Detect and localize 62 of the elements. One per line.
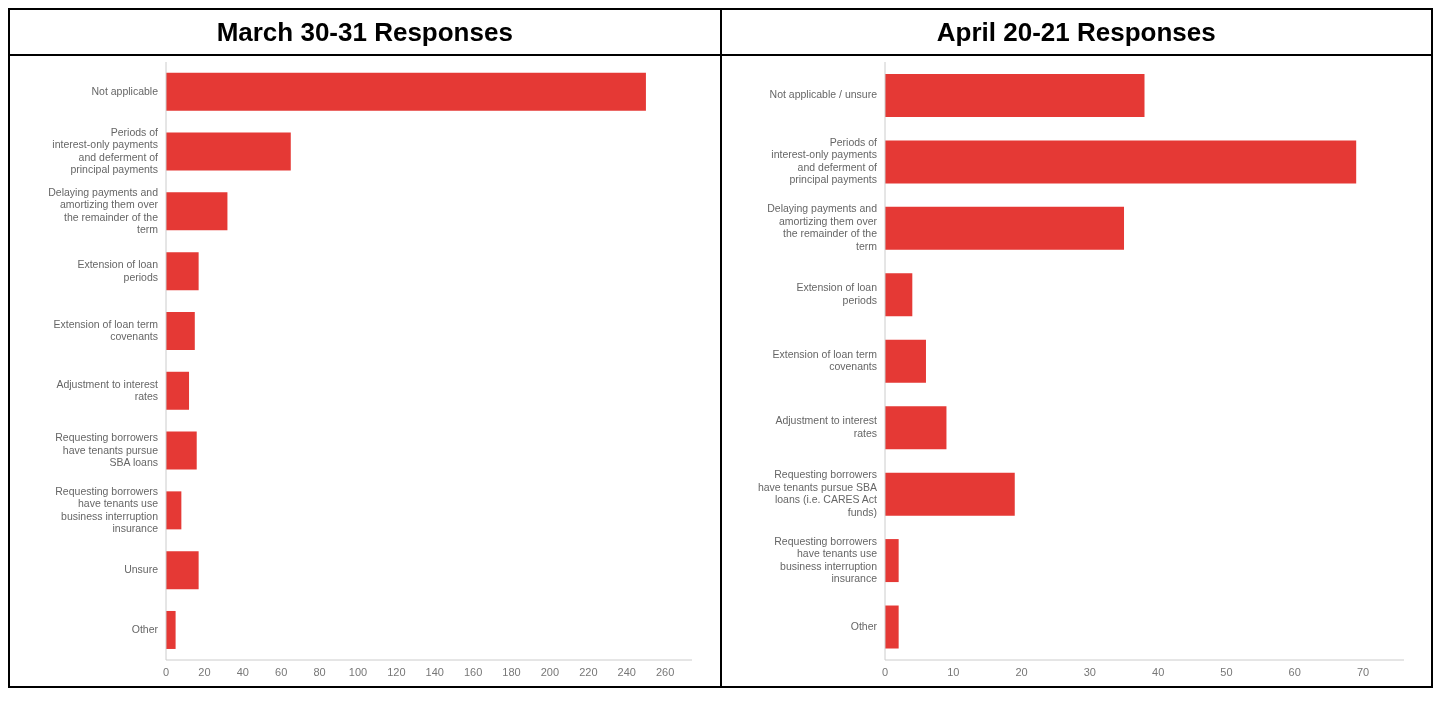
bar <box>166 610 176 649</box>
y-tick-label: Not applicable <box>91 84 159 97</box>
x-tick-label: 60 <box>275 665 288 678</box>
bar <box>884 206 1124 250</box>
bar <box>884 472 1015 516</box>
x-tick-label: 240 <box>617 665 636 678</box>
bar <box>884 73 1144 117</box>
bar <box>166 371 190 410</box>
bar <box>884 273 912 317</box>
y-tick-label: Extension of loan term covenants <box>53 317 159 343</box>
x-tick-label: 260 <box>655 665 675 678</box>
y-tick-label: Other <box>850 619 877 632</box>
y-tick-label: Requesting borrowers have tenants use business interruption insurance <box>773 534 877 584</box>
x-tick-label: 80 <box>313 665 326 678</box>
bar <box>166 72 646 111</box>
y-tick-label: Extension of loan periods <box>795 281 877 306</box>
y-tick-label: Delaying payments and amortizing them over the remainder of the term <box>48 185 159 236</box>
bar <box>166 551 199 590</box>
y-tick-label: Adjustment to interest rates <box>56 377 159 402</box>
bar <box>884 140 1356 184</box>
y-tick-label: Extension of loan term covenants <box>772 347 877 373</box>
y-tick-label: Unsure <box>124 563 159 576</box>
y-tick-label: Requesting borrowers have tenants pursue SBA loans <box>55 430 159 468</box>
x-tick-label: 60 <box>1288 665 1301 678</box>
x-tick-label: 0 <box>162 665 170 678</box>
chart-title: March 30-31 Responses <box>10 10 720 56</box>
x-tick-label: 140 <box>425 665 444 678</box>
x-tick-label: 200 <box>540 665 560 678</box>
x-tick-label: 40 <box>236 665 249 678</box>
bar <box>884 605 899 649</box>
x-tick-label: 10 <box>946 665 959 678</box>
y-tick-label: Requesting borrowers have tenants pursue SBA loans (i.e. CARES Act funds) <box>757 467 877 518</box>
bar <box>166 132 291 171</box>
x-tick-label: 180 <box>502 665 521 678</box>
x-tick-label: 30 <box>1083 665 1096 678</box>
x-tick-label: 20 <box>198 665 211 678</box>
x-tick-label: 220 <box>579 665 598 678</box>
x-tick-label: 0 <box>881 665 888 678</box>
y-tick-label: Delaying payments and amortizing them over the remainder of the term <box>766 202 877 252</box>
bar <box>166 431 197 470</box>
y-tick-label: Periods of interest-only payments and deferment of principal payments <box>52 125 159 176</box>
x-tick-label: 40 <box>1151 665 1164 678</box>
x-tick-label: 100 <box>348 665 368 678</box>
bar <box>884 539 899 583</box>
x-tick-label: 70 <box>1356 665 1369 678</box>
bar <box>166 252 199 291</box>
y-tick-label: Requesting borrowers have tenants use business interruption insurance <box>55 484 159 535</box>
y-tick-label: Other <box>131 622 159 635</box>
bar <box>884 339 926 383</box>
x-tick-label: 120 <box>387 665 406 678</box>
bar <box>166 192 228 231</box>
y-tick-label: Extension of loan periods <box>77 257 159 283</box>
x-tick-label: 50 <box>1219 665 1233 678</box>
bar <box>884 406 946 450</box>
y-tick-label: Adjustment to interest rates <box>774 413 877 439</box>
chart-title: April 20-21 Responses <box>721 10 1431 56</box>
x-tick-label: 20 <box>1014 665 1028 678</box>
y-tick-label: Not applicable / unsure <box>769 88 877 100</box>
y-tick-label: Periods of interest-only payments and deferment of principal payments <box>770 135 877 186</box>
bar <box>166 491 182 530</box>
x-tick-label: 160 <box>463 665 483 678</box>
bar <box>166 311 195 350</box>
